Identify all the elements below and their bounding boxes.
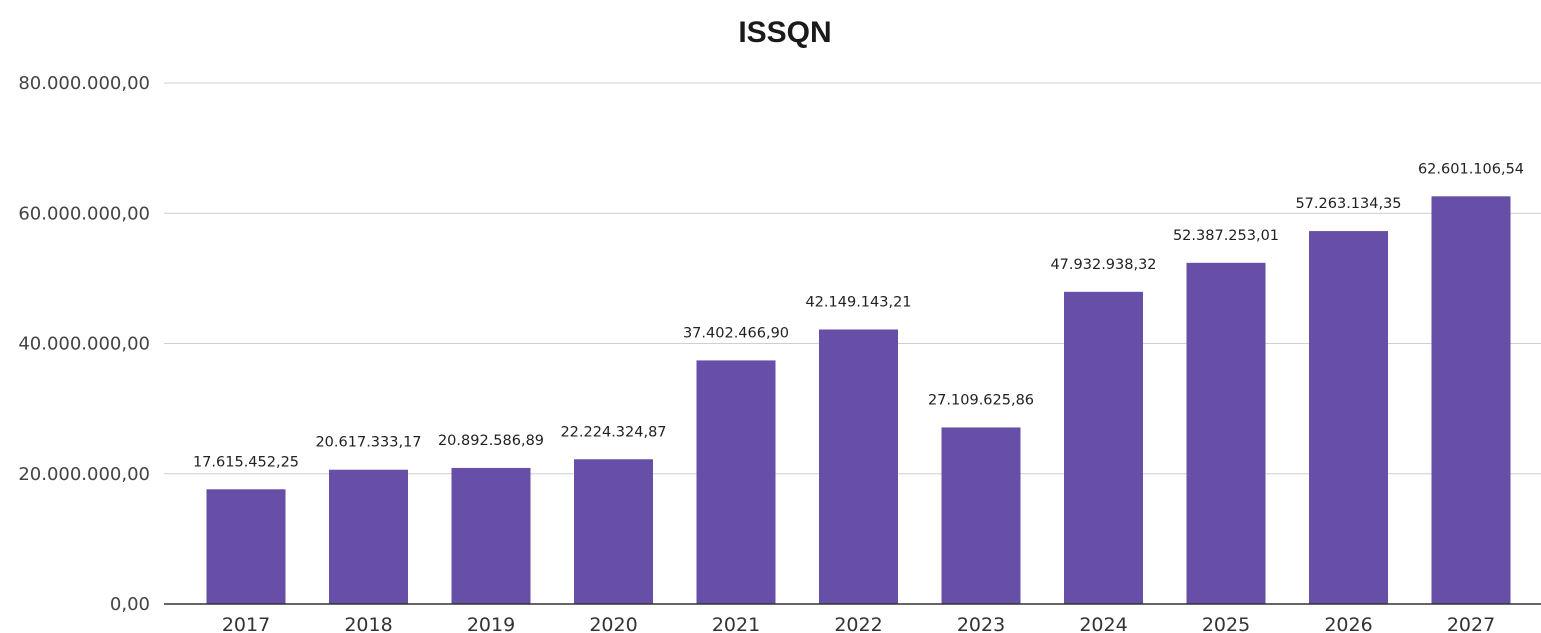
data-labels: 17.615.452,25 20.617.333,17 20.892.586,89 2… <box>193 161 1524 470</box>
bar-2020 <box>574 459 653 604</box>
data-label-2025: 52.387.253,01 <box>1173 228 1279 244</box>
data-label-2022: 42.149.143,21 <box>805 295 911 311</box>
y-tick-label: 80.000.000,00 <box>18 73 150 94</box>
data-label-2026: 57.263.134,35 <box>1295 196 1401 212</box>
bar-2021 <box>696 360 776 604</box>
x-tick-label-2023: 2023 <box>957 614 1005 633</box>
bar-2026 <box>1309 231 1388 604</box>
x-tick-label-2021: 2021 <box>712 614 760 633</box>
bar-2019 <box>451 467 531 604</box>
bar-2018 <box>329 469 408 604</box>
bar-2023 <box>941 427 1021 604</box>
x-tick-label-2017: 2017 <box>222 614 270 633</box>
x-tick-label-2026: 2026 <box>1324 614 1372 633</box>
y-tick-label: 0,00 <box>110 594 150 615</box>
bar-2017 <box>206 489 286 604</box>
data-label-2018: 20.617.333,17 <box>315 435 421 451</box>
x-axis-ticks: 2017 2018 2019 2020 2021 2022 2023 2024 2025 2026… <box>222 614 1495 633</box>
data-label-2017: 17.615.452,25 <box>193 454 299 470</box>
y-tick-label: 60.000.000,00 <box>18 203 150 224</box>
data-label-2021: 37.402.466,90 <box>683 325 789 341</box>
bar-2022 <box>819 329 898 604</box>
x-tick-label-2024: 2024 <box>1079 614 1127 633</box>
bars <box>206 196 1511 604</box>
x-tick-label-2027: 2027 <box>1447 614 1495 633</box>
x-tick-label-2019: 2019 <box>467 614 515 633</box>
data-label-2019: 20.892.586,89 <box>438 433 544 449</box>
chart-title: ISSQN <box>738 16 831 49</box>
data-label-2024: 47.932.938,32 <box>1050 257 1156 273</box>
bar-2027 <box>1431 196 1511 604</box>
bar-2025 <box>1186 262 1266 604</box>
data-label-2023: 27.109.625,86 <box>928 392 1034 408</box>
y-axis-ticks: 0,00 20.000.000,00 40.000.000,00 60.000.000… <box>18 73 150 615</box>
x-tick-label-2025: 2025 <box>1202 614 1250 633</box>
data-label-2020: 22.224.324,87 <box>560 424 666 440</box>
y-tick-label: 40.000.000,00 <box>18 334 150 355</box>
bar-2024 <box>1064 291 1143 604</box>
y-tick-label: 20.000.000,00 <box>18 464 150 485</box>
x-tick-label-2022: 2022 <box>834 614 882 633</box>
data-label-2027: 62.601.106,54 <box>1418 161 1524 177</box>
x-tick-label-2018: 2018 <box>344 614 392 633</box>
x-tick-label-2020: 2020 <box>589 614 637 633</box>
